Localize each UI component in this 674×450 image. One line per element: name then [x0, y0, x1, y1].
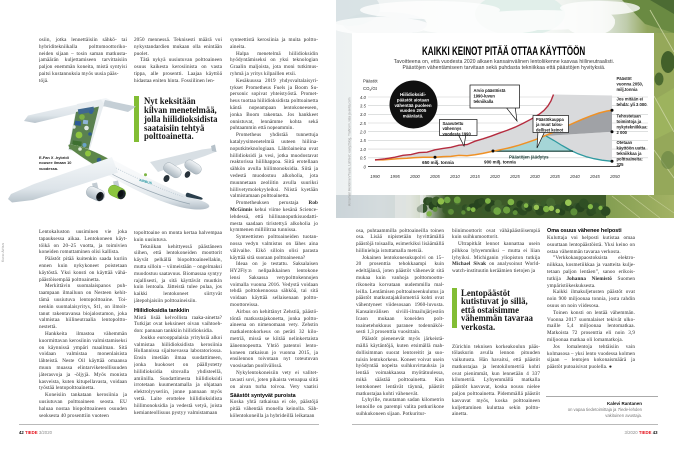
- svg-text:2040: 2040: [569, 174, 580, 179]
- svg-text:2010: 2010: [449, 174, 460, 179]
- svg-text:Jos mitään ei: Jos mitään ei: [617, 97, 644, 102]
- svg-text:käyttöön uutta: käyttöön uutta: [617, 146, 647, 151]
- svg-text:0.5: 0.5: [360, 156, 367, 161]
- svg-text:1990-luvun: 1990-luvun: [474, 93, 496, 98]
- svg-text:Tehostetaan: Tehostetaan: [617, 114, 642, 119]
- svg-text:nykytekniikkaa:: nykytekniikkaa:: [617, 125, 648, 130]
- svg-text:2050: 2050: [609, 174, 620, 179]
- svg-text:900 milj. tonnia: 900 milj. tonnia: [484, 160, 516, 165]
- svg-text:2030: 2030: [529, 174, 540, 179]
- svg-text:2020: 2020: [489, 174, 500, 179]
- svg-text:AIRBUS: AIRBUS: [139, 178, 153, 185]
- svg-text:Päästöt: Päästöt: [617, 76, 633, 81]
- svg-text:Saavutettu: Saavutettu: [443, 121, 464, 126]
- svg-text:vuodesta 1990: vuodesta 1990: [443, 131, 472, 136]
- svg-text:Päästöjen jäädytys: Päästöjen jäädytys: [509, 155, 549, 160]
- svg-text:1995: 1995: [390, 174, 400, 179]
- svg-text:2045: 2045: [589, 174, 600, 179]
- svg-text:tekniikkaa ja: tekniikkaa ja: [617, 151, 643, 156]
- svg-text:2 000: 2 000: [617, 130, 628, 135]
- svg-text:ja muut talou-: ja muut talou-: [535, 122, 563, 127]
- svg-text:Hiilidioksidi-: Hiilidioksidi-: [400, 92, 427, 97]
- svg-text:2035: 2035: [549, 174, 560, 179]
- svg-text:1990: 1990: [370, 174, 380, 179]
- svg-text:vähennys: vähennys: [443, 126, 463, 131]
- svg-text:3.0: 3.0: [360, 112, 367, 117]
- svg-text:vuonna 2050,: vuonna 2050,: [617, 82, 644, 87]
- svg-text:tekniikalla: tekniikalla: [474, 99, 495, 104]
- svg-text:Otetaan: Otetaan: [617, 140, 633, 145]
- svg-text:tehdä: yli 3 000: tehdä: yli 3 000: [617, 102, 648, 107]
- svg-text:0: 0: [364, 164, 367, 169]
- svg-text:delliset keinot: delliset keinot: [536, 127, 564, 132]
- svg-text:2025: 2025: [509, 174, 520, 179]
- svg-text:2005: 2005: [429, 174, 440, 179]
- svg-text:Päästökauppa: Päästökauppa: [536, 117, 564, 122]
- svg-text:2.5: 2.5: [359, 121, 367, 126]
- svg-text:1.5: 1.5: [360, 138, 367, 143]
- svg-text:määrästä.: määrästä.: [403, 114, 424, 119]
- svg-text:1.0: 1.0: [360, 147, 367, 152]
- svg-text:vuoden 2005: vuoden 2005: [400, 108, 427, 113]
- svg-text:2015: 2015: [469, 174, 480, 179]
- svg-text:Arvio päästöistä: Arvio päästöistä: [474, 88, 507, 93]
- svg-text:toimintoja ja: toimintoja ja: [617, 119, 642, 124]
- svg-text:2.0: 2.0: [359, 130, 367, 135]
- svg-text:Annamari Heikkinen/Tuule, Läht: Annamari Heikkinen/Tuule, Lähteet: easy2…: [348, 97, 352, 206]
- svg-text:milj.tonnia: milj.tonnia: [617, 87, 639, 92]
- svg-text:päästöt aiotaan: päästöt aiotaan: [397, 97, 430, 102]
- svg-text:vähentää puoleen: vähentää puoleen: [394, 103, 431, 108]
- svg-text:325: 325: [617, 162, 625, 167]
- svg-text:3.5: 3.5: [360, 104, 367, 109]
- svg-text:650 milj. tonnia: 650 milj. tonnia: [422, 160, 454, 165]
- svg-text:4.0: 4.0: [360, 95, 367, 100]
- svg-text:CO2/Gt: CO2/Gt: [363, 86, 378, 92]
- svg-text:2000: 2000: [409, 174, 420, 179]
- svg-text:polttoaineita:: polttoaineita:: [617, 157, 643, 162]
- svg-text:Päästöt: Päästöt: [363, 79, 378, 84]
